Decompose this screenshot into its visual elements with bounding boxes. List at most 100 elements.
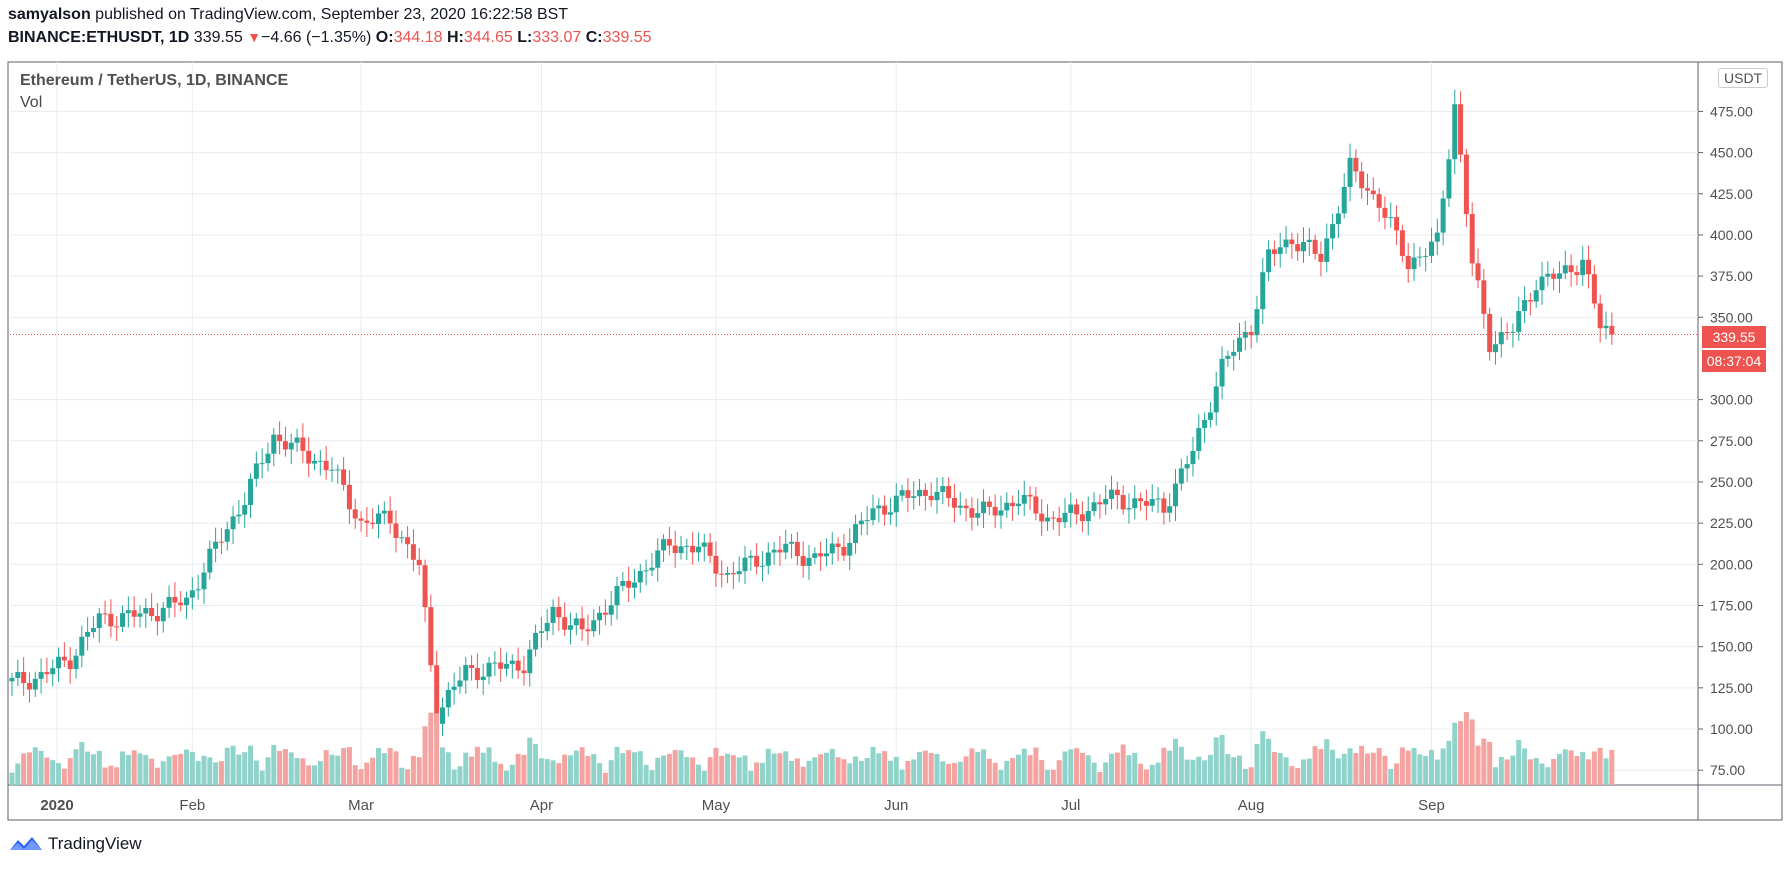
candle-body (550, 606, 556, 623)
volume-bar (1027, 755, 1033, 785)
volume-bar (1603, 758, 1609, 785)
candle-body (579, 618, 585, 630)
volume-bar (1079, 752, 1085, 785)
volume-bar (1376, 748, 1382, 785)
candle-body (864, 520, 870, 522)
candle-body (806, 557, 812, 566)
volume-bar (317, 761, 323, 785)
volume-bar (1492, 767, 1498, 785)
volume-bar (96, 750, 102, 785)
candle-body (1551, 273, 1557, 279)
volume-bar (585, 756, 591, 785)
candle-body (951, 497, 957, 508)
candle-body (1004, 502, 1010, 511)
volume-bar (271, 744, 277, 785)
volume-bar (1324, 739, 1330, 785)
publish-line: samyalson published on TradingView.com, … (8, 4, 652, 26)
volume-bar (887, 760, 893, 785)
volume-bar (981, 749, 987, 785)
candle-body (1248, 331, 1254, 336)
volume-bar (1260, 731, 1266, 785)
volume-bar (806, 760, 812, 785)
volume-bar (125, 754, 131, 785)
unit-badge[interactable]: USDT (1718, 68, 1769, 88)
volume-bar (1591, 751, 1597, 785)
candle-body (1074, 504, 1080, 515)
volume-bar (346, 747, 352, 785)
volume-bar (719, 755, 725, 785)
candle-body (335, 469, 341, 471)
volume-bar (969, 748, 975, 785)
candle-body (695, 546, 701, 553)
volume-bar (154, 767, 160, 785)
volume-bar (306, 765, 312, 785)
y-tick-label: 400.00 (1710, 227, 1753, 243)
candle-body (73, 655, 79, 670)
volume-bar (655, 757, 661, 785)
candle-body (1487, 313, 1493, 353)
candle-body (631, 582, 637, 588)
volume-bar (538, 758, 544, 785)
volume-bar (1010, 758, 1016, 785)
y-tick-label: 450.00 (1710, 145, 1753, 161)
volume-bar (259, 770, 265, 785)
candle-body (1423, 255, 1429, 257)
volume-bar (1551, 759, 1557, 785)
footer-brand[interactable]: TradingView (8, 834, 142, 854)
volume-bar (637, 751, 643, 785)
volume-bar (1347, 748, 1353, 785)
volume-bar (195, 760, 201, 785)
volume-bar (376, 747, 382, 785)
footer-brand-label: TradingView (48, 834, 142, 853)
x-tick-label: Aug (1238, 797, 1265, 814)
candle-body (329, 469, 335, 471)
y-tick-label: 125.00 (1710, 680, 1753, 696)
candle-body (562, 617, 568, 630)
volume-bar (917, 751, 923, 785)
high-value: 344.65 (463, 29, 513, 46)
volume-bar (1015, 754, 1021, 785)
author-name[interactable]: samyalson (8, 6, 91, 23)
volume-bar (725, 753, 731, 785)
volume-bar (434, 713, 440, 785)
candle-body (1155, 498, 1161, 500)
volume-bar (1190, 759, 1196, 785)
candle-body (271, 434, 277, 454)
volume-bar (649, 770, 655, 785)
volume-bar (428, 712, 434, 785)
candle-body (975, 513, 981, 518)
candle-body (823, 553, 829, 557)
candle-body (661, 539, 667, 551)
candle-body (1399, 230, 1405, 256)
volume-bar (690, 757, 696, 785)
volume-bar (794, 758, 800, 785)
volume-bar (312, 765, 318, 785)
volume-bar (864, 757, 870, 785)
candle-body (1050, 517, 1056, 519)
volume-bar (1039, 759, 1045, 785)
candle-body (608, 605, 614, 615)
candle-body (567, 625, 573, 630)
candle-body (480, 676, 486, 681)
candle-body (1463, 154, 1469, 215)
volume-bar (114, 767, 120, 785)
volume-bar (1527, 759, 1533, 785)
volume-bar (550, 760, 556, 785)
symbol-label: BINANCE:ETHUSDT, 1D (8, 29, 190, 46)
candle-body (1126, 508, 1132, 510)
volume-bar (998, 769, 1004, 785)
candle-body (1359, 171, 1365, 189)
volume-bar (870, 746, 876, 785)
volume-bar (1481, 738, 1487, 785)
candle-body (759, 565, 765, 567)
candle-body (1178, 468, 1184, 484)
volume-bar (120, 751, 126, 785)
price-chart[interactable]: 475.00 450.00 425.00 400.00 375.00 350.00 300.… (0, 0, 1792, 830)
candle-body (1237, 337, 1243, 352)
volume-bar (1149, 764, 1155, 785)
candle-body (1335, 213, 1341, 225)
candle-body (1341, 186, 1347, 214)
candle-body (399, 537, 405, 539)
volume-bar (90, 754, 96, 785)
candle-body (172, 596, 178, 603)
